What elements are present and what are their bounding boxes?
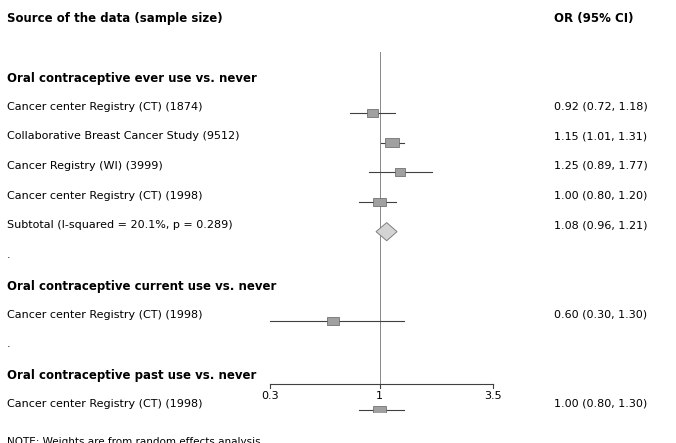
Text: 0.92 (0.72, 1.18): 0.92 (0.72, 1.18) (554, 101, 648, 112)
Text: Cancer center Registry (CT) (1998): Cancer center Registry (CT) (1998) (7, 399, 202, 408)
Text: OR (95% CI): OR (95% CI) (554, 12, 634, 25)
Bar (385, 138, 400, 147)
Bar (395, 168, 406, 176)
Bar (373, 406, 386, 414)
Text: 3.5: 3.5 (485, 391, 502, 401)
Text: 1.00 (0.80, 1.30): 1.00 (0.80, 1.30) (554, 399, 648, 408)
Text: 1.08 (0.96, 1.21): 1.08 (0.96, 1.21) (554, 220, 648, 230)
Text: 1.00 (0.80, 1.20): 1.00 (0.80, 1.20) (554, 190, 648, 201)
Bar (373, 198, 386, 206)
Text: Cancer center Registry (CT) (1998): Cancer center Registry (CT) (1998) (7, 190, 202, 201)
Polygon shape (376, 222, 397, 241)
Text: Oral contraceptive past use vs. never: Oral contraceptive past use vs. never (7, 369, 256, 382)
Text: 0.60 (0.30, 1.30): 0.60 (0.30, 1.30) (554, 310, 648, 319)
Text: 1: 1 (377, 391, 383, 401)
Text: Cancer Registry (WI) (3999): Cancer Registry (WI) (3999) (7, 161, 162, 171)
Text: Cancer center Registry (CT) (1874): Cancer center Registry (CT) (1874) (7, 101, 202, 112)
Text: 1.25 (0.89, 1.77): 1.25 (0.89, 1.77) (554, 161, 648, 171)
Text: .: . (7, 339, 10, 349)
Text: Oral contraceptive current use vs. never: Oral contraceptive current use vs. never (7, 280, 276, 293)
Text: Oral contraceptive ever use vs. never: Oral contraceptive ever use vs. never (7, 72, 257, 85)
Text: Subtotal (I-squared = 20.1%, p = 0.289): Subtotal (I-squared = 20.1%, p = 0.289) (7, 220, 233, 230)
Text: .: . (7, 250, 10, 260)
Bar (327, 317, 339, 325)
Bar (367, 109, 378, 117)
Text: 0.3: 0.3 (262, 391, 279, 401)
Text: Collaborative Breast Cancer Study (9512): Collaborative Breast Cancer Study (9512) (7, 131, 239, 141)
Text: Source of the data (sample size): Source of the data (sample size) (7, 12, 222, 25)
Text: Cancer center Registry (CT) (1998): Cancer center Registry (CT) (1998) (7, 310, 202, 319)
Text: 1.15 (1.01, 1.31): 1.15 (1.01, 1.31) (554, 131, 648, 141)
Text: NOTE: Weights are from random effects analysis: NOTE: Weights are from random effects an… (7, 437, 260, 443)
